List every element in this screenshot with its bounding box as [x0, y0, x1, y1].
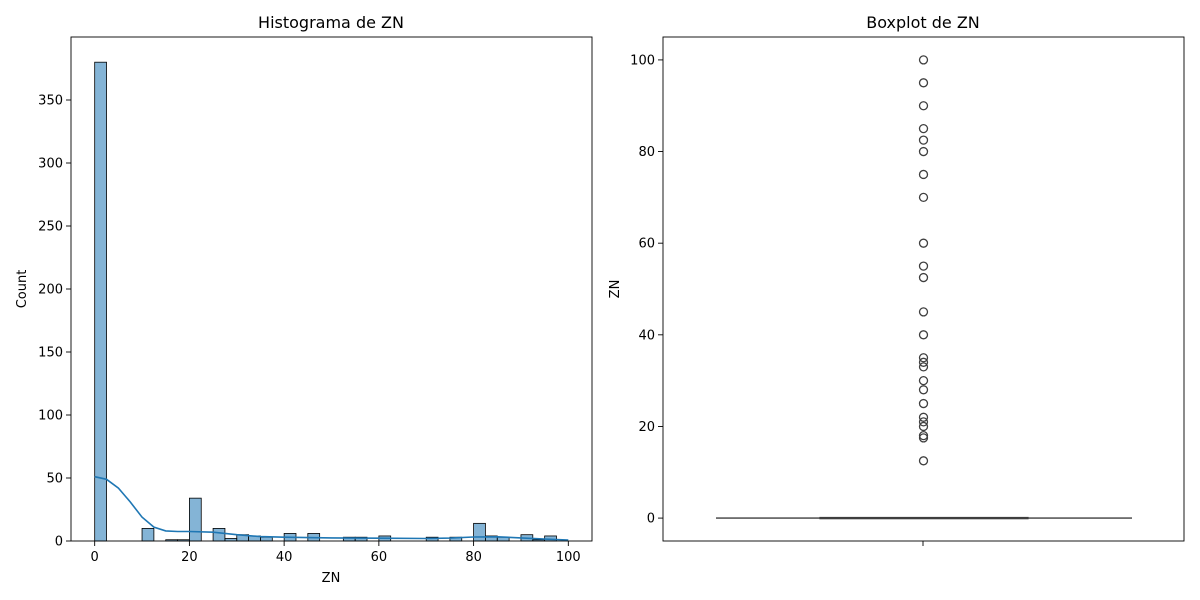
histogram-title: Histograma de ZN — [258, 13, 404, 32]
outlier-point — [918, 238, 929, 248]
y-tick-label: 150 — [38, 346, 63, 361]
x-tick-label: 100 — [556, 550, 581, 565]
outlier-point — [918, 123, 929, 134]
y-tick-label: 200 — [38, 283, 63, 298]
boxplot-axes-frame — [662, 36, 1185, 542]
histogram-panel: Histograma de ZN 0 20 40 60 80 100 0 50 100 150 2… — [15, 13, 593, 586]
outlier-point — [918, 398, 929, 409]
histogram-x-label: ZN — [322, 571, 341, 586]
y-tick-label: 100 — [630, 53, 655, 68]
x-tick-label: 80 — [465, 550, 482, 565]
histogram-bar — [141, 528, 155, 542]
y-tick-label: 350 — [38, 94, 63, 109]
histogram-y-ticks: 0 50 100 150 200 250 300 350 — [38, 94, 71, 550]
outlier-point — [918, 330, 929, 340]
outlier-point — [918, 272, 929, 283]
outlier-point — [918, 78, 929, 88]
outlier-point — [918, 307, 929, 317]
boxplot-y-label: ZN — [608, 280, 623, 299]
x-tick-label: 0 — [91, 550, 99, 565]
y-tick-label: 80 — [638, 145, 655, 160]
histogram-bar — [189, 497, 202, 542]
y-tick-label: 50 — [46, 472, 63, 487]
outlier-point — [918, 357, 929, 367]
outlier-point — [918, 421, 929, 432]
outlier-point — [918, 353, 929, 363]
outlier-point — [918, 135, 929, 145]
y-tick-label: 0 — [55, 535, 63, 550]
boxplot-box — [716, 516, 1132, 520]
y-tick-label: 20 — [638, 420, 655, 435]
histogram-axes-frame — [70, 36, 593, 542]
y-tick-label: 40 — [638, 328, 655, 343]
outlier-point — [918, 55, 929, 65]
y-tick-label: 0 — [647, 512, 655, 527]
outlier-point — [918, 261, 929, 271]
x-tick-label: 20 — [181, 550, 198, 565]
y-tick-label: 100 — [38, 409, 63, 424]
x-tick-label: 60 — [371, 550, 388, 565]
histogram-bars — [94, 61, 557, 542]
outlier-point — [918, 192, 929, 203]
outlier-point — [918, 417, 929, 427]
y-tick-label: 250 — [38, 220, 63, 235]
outlier-point — [918, 375, 929, 386]
outlier-point — [918, 169, 929, 180]
boxplot-title: Boxplot de ZN — [866, 13, 980, 32]
boxplot-outliers — [918, 55, 929, 466]
boxplot-panel: Boxplot de ZN 0 20 40 60 80 100 ZN — [608, 13, 1185, 546]
boxplot-y-ticks: 0 20 40 60 80 100 — [630, 53, 663, 527]
histogram-bar — [212, 528, 226, 542]
y-tick-label: 300 — [38, 157, 63, 172]
histogram-bar — [473, 522, 486, 542]
outlier-point — [918, 385, 929, 395]
outlier-point — [918, 101, 929, 111]
x-tick-label: 40 — [276, 550, 293, 565]
outlier-point — [918, 146, 929, 157]
outlier-point — [918, 456, 929, 466]
outlier-point — [918, 362, 929, 372]
outlier-point — [918, 412, 929, 422]
histogram-x-ticks: 0 20 40 60 80 100 — [91, 541, 581, 565]
histogram-y-label: Count — [15, 270, 30, 309]
y-tick-label: 60 — [638, 237, 655, 252]
outlier-point — [918, 430, 929, 441]
histogram-bar — [94, 61, 107, 542]
histogram-bar — [260, 536, 273, 542]
kde-curve — [94, 475, 569, 541]
